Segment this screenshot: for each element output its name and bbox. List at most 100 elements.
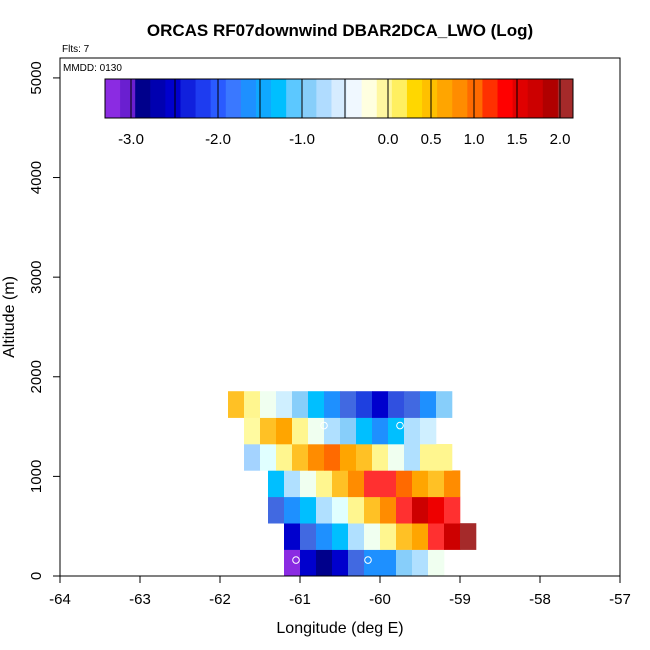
heatmap-cells bbox=[228, 391, 477, 577]
heatmap-cell bbox=[292, 417, 309, 445]
colorbar-swatch bbox=[452, 79, 468, 118]
heatmap-cell bbox=[316, 549, 333, 577]
heatmap-cell bbox=[276, 417, 293, 445]
heatmap-cell bbox=[364, 523, 381, 550]
x-tick-label: -61 bbox=[289, 591, 311, 608]
heatmap-cell bbox=[300, 549, 317, 577]
heatmap-cell bbox=[460, 523, 477, 550]
colorbar-tick-label: 1.5 bbox=[507, 131, 528, 148]
colorbar-swatch bbox=[120, 79, 136, 118]
heatmap-cell bbox=[332, 549, 349, 577]
flight-marker bbox=[364, 556, 372, 564]
colorbar-swatch bbox=[331, 79, 347, 118]
x-tick-label: -57 bbox=[609, 591, 631, 608]
y-tick-label: 5000 bbox=[28, 61, 45, 94]
colorbar-swatch bbox=[376, 79, 393, 118]
heatmap-cell bbox=[324, 417, 341, 445]
heatmap-cell bbox=[444, 470, 461, 498]
flight-marker bbox=[292, 556, 300, 564]
colorbar-swatch bbox=[316, 79, 332, 118]
heatmap-cell bbox=[308, 417, 325, 445]
plot-frame bbox=[59, 57, 621, 577]
heatmap-cell bbox=[436, 444, 453, 471]
heatmap-cell bbox=[396, 523, 413, 550]
colorbar-swatch bbox=[135, 79, 151, 118]
heatmap-cell bbox=[388, 391, 405, 418]
heatmap-cell bbox=[396, 470, 413, 498]
flight-marker bbox=[320, 421, 328, 430]
heatmap-cell bbox=[244, 444, 261, 471]
heatmap-cell bbox=[404, 391, 421, 418]
colorbar-tick-label: -1.0 bbox=[289, 131, 315, 148]
heatmap-cell bbox=[308, 444, 325, 471]
mmdd-label: MMDD: 0130 bbox=[63, 63, 122, 74]
heatmap-cell bbox=[380, 470, 397, 498]
heatmap-cell bbox=[340, 417, 357, 445]
colorbar-swatch bbox=[467, 79, 483, 118]
heatmap-cell bbox=[300, 496, 317, 524]
colorbar-swatch bbox=[255, 79, 272, 118]
colorbar-swatch bbox=[165, 79, 181, 118]
heatmap-cell bbox=[332, 523, 349, 550]
colorbar-swatch bbox=[557, 79, 574, 118]
heatmap-cell bbox=[412, 496, 429, 524]
colorbar-swatch bbox=[497, 79, 514, 118]
heatmap-cell bbox=[268, 470, 285, 498]
heatmap-cell bbox=[348, 496, 365, 524]
colorbar-swatch bbox=[391, 79, 408, 118]
heatmap-cell bbox=[308, 391, 325, 418]
x-axis: -64 -63 -62 -61 -60 -59 -58 -57 bbox=[49, 576, 631, 608]
heatmap-cell bbox=[412, 470, 429, 498]
heatmap-cell bbox=[380, 549, 397, 577]
heatmap-cell bbox=[420, 444, 437, 471]
heatmap-cell bbox=[396, 549, 413, 577]
heatmap-cell bbox=[316, 470, 333, 498]
x-tick-label: -58 bbox=[529, 591, 551, 608]
heatmap-cell bbox=[348, 549, 365, 577]
flight-marker bbox=[512, 542, 520, 550]
flights-count: Flts: 7 bbox=[62, 44, 90, 55]
heatmap-cell bbox=[444, 496, 461, 524]
heatmap-cell bbox=[380, 523, 397, 550]
colorbar-swatch bbox=[286, 79, 302, 118]
colorbar-swatch bbox=[437, 79, 453, 118]
heatmap-cell bbox=[364, 496, 381, 524]
y-tick-label: 1000 bbox=[28, 460, 45, 493]
y-tick-label: 2000 bbox=[28, 360, 45, 393]
flight-marker bbox=[232, 421, 240, 430]
colorbar-swatch bbox=[105, 79, 121, 118]
colorbar-tick-label: 2.0 bbox=[550, 131, 571, 148]
heatmap-cell bbox=[260, 391, 277, 418]
heatmap-cell bbox=[316, 496, 333, 524]
colorbar-swatch bbox=[482, 79, 498, 118]
heatmap-cell bbox=[268, 496, 285, 524]
heatmap-cell bbox=[300, 470, 317, 498]
heatmap-cell bbox=[332, 496, 349, 524]
colorbar-swatch bbox=[542, 79, 559, 118]
heatmap-cell bbox=[372, 391, 389, 418]
colorbar-tick-label: 1.0 bbox=[464, 131, 485, 148]
heatmap-cell bbox=[284, 523, 301, 550]
y-axis-label: Altitude (m) bbox=[1, 276, 18, 358]
heatmap-cell bbox=[412, 523, 429, 550]
heatmap-cell bbox=[324, 444, 341, 471]
heatmap-cell bbox=[316, 523, 333, 550]
colorbar-swatch bbox=[361, 79, 378, 118]
heatmap-cell bbox=[244, 391, 261, 418]
heatmap-cell bbox=[348, 523, 365, 550]
heatmap-cell bbox=[372, 417, 389, 445]
colorbar-swatch bbox=[271, 79, 287, 118]
heatmap-cell bbox=[300, 523, 317, 550]
heatmap-cell bbox=[260, 444, 277, 471]
heatmap-cell bbox=[348, 470, 365, 498]
x-tick-label: -60 bbox=[369, 591, 391, 608]
flight-marker bbox=[396, 421, 404, 430]
colorbar-swatch bbox=[195, 79, 212, 118]
colorbar-swatch bbox=[150, 79, 166, 118]
heatmap-cell bbox=[292, 444, 309, 471]
heatmap-cell bbox=[356, 391, 373, 418]
colorbar-tick-label: 0.0 bbox=[378, 131, 399, 148]
colorbar-swatch bbox=[406, 79, 423, 118]
colorbar-swatch bbox=[180, 79, 196, 118]
